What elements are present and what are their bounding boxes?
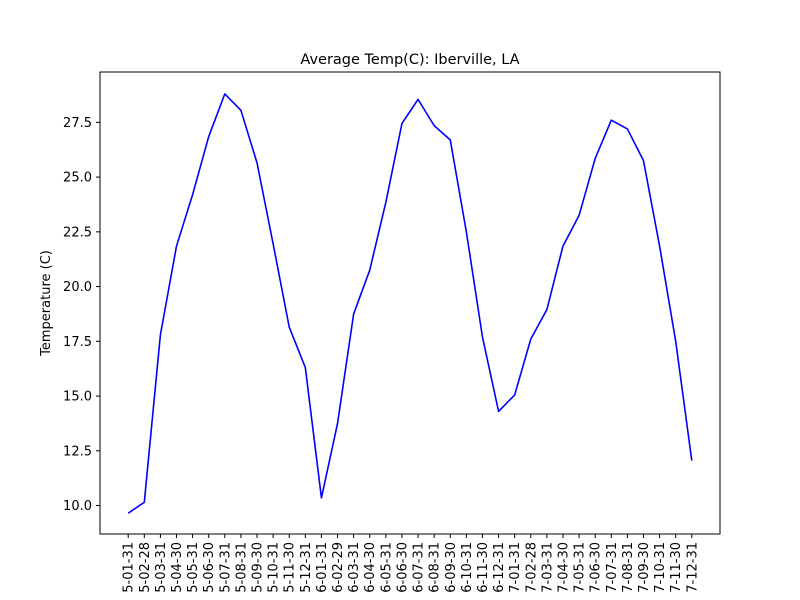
x-tick-label: 7-06-30 bbox=[589, 542, 604, 593]
x-tick-label: 7-10-31 bbox=[653, 542, 668, 593]
y-tick-label: 15.0 bbox=[63, 390, 92, 405]
x-tick-label: 5-11-30 bbox=[283, 542, 298, 593]
x-tick-label: 5-10-31 bbox=[267, 542, 282, 593]
x-tick-label: 7-02-28 bbox=[524, 542, 539, 593]
x-tick-label: 7-05-31 bbox=[573, 542, 588, 593]
y-tick-label: 10.0 bbox=[63, 499, 92, 514]
x-tick-label: 6-07-31 bbox=[412, 542, 427, 593]
x-tick-label: 6-05-31 bbox=[379, 542, 394, 593]
x-tick-label: 5-09-30 bbox=[251, 542, 266, 593]
x-tick-label: 6-12-31 bbox=[492, 542, 507, 593]
x-tick-label: 6-02-29 bbox=[331, 542, 346, 593]
x-tick-label: 7-03-31 bbox=[540, 542, 555, 593]
x-tick-label: 6-04-30 bbox=[363, 542, 378, 593]
x-tick-label: 5-07-31 bbox=[218, 542, 233, 593]
temperature-series-line bbox=[127, 93, 693, 514]
plot-area-frame bbox=[99, 71, 721, 535]
x-tick-label: 7-01-31 bbox=[508, 542, 523, 593]
y-tick-label: 20.0 bbox=[63, 280, 92, 295]
x-tick-label: 5-08-31 bbox=[234, 542, 249, 593]
x-axis: 5-01-31 5-02-28 5-03-31 5-04-30 5-05-31 5-06-… bbox=[122, 534, 700, 593]
x-tick-label: 6-01-31 bbox=[315, 542, 330, 593]
x-tick-label: 6-09-30 bbox=[444, 542, 459, 593]
x-tick-label: 7-04-30 bbox=[556, 542, 571, 593]
x-tick-label: 5-04-30 bbox=[170, 542, 185, 593]
y-axis-label: Temperature (C) bbox=[39, 250, 54, 357]
y-tick-label: 25.0 bbox=[63, 171, 92, 186]
x-tick-label: 7-08-31 bbox=[621, 542, 636, 593]
x-tick-label: 6-08-31 bbox=[428, 542, 443, 593]
x-tick-label: 5-02-28 bbox=[138, 542, 153, 593]
y-tick-label: 17.5 bbox=[63, 335, 92, 350]
y-axis: 10.0 12.5 15.0 17.5 20.0 22.5 25.0 27.5 bbox=[63, 116, 100, 514]
x-tick-label: 5-05-31 bbox=[186, 542, 201, 593]
x-tick-label: 6-11-30 bbox=[476, 542, 491, 593]
y-tick-label: 22.5 bbox=[63, 225, 92, 240]
y-tick-label: 27.5 bbox=[63, 116, 92, 131]
x-tick-label: 7-09-30 bbox=[637, 542, 652, 593]
x-tick-label: 5-01-31 bbox=[122, 542, 137, 593]
x-tick-label: 5-12-31 bbox=[299, 542, 314, 593]
x-tick-label: 6-10-31 bbox=[460, 542, 475, 593]
x-tick-label: 5-06-30 bbox=[202, 542, 217, 593]
x-tick-label: 7-12-31 bbox=[685, 542, 700, 593]
x-tick-label: 5-03-31 bbox=[154, 542, 169, 593]
chart-title: Average Temp(C): Iberville, LA bbox=[300, 52, 519, 68]
x-tick-label: 6-03-31 bbox=[347, 542, 362, 593]
y-tick-label: 12.5 bbox=[63, 444, 92, 459]
x-tick-label: 7-07-31 bbox=[605, 542, 620, 593]
x-tick-label: 6-06-30 bbox=[395, 542, 410, 593]
x-tick-label: 7-11-30 bbox=[669, 542, 684, 593]
